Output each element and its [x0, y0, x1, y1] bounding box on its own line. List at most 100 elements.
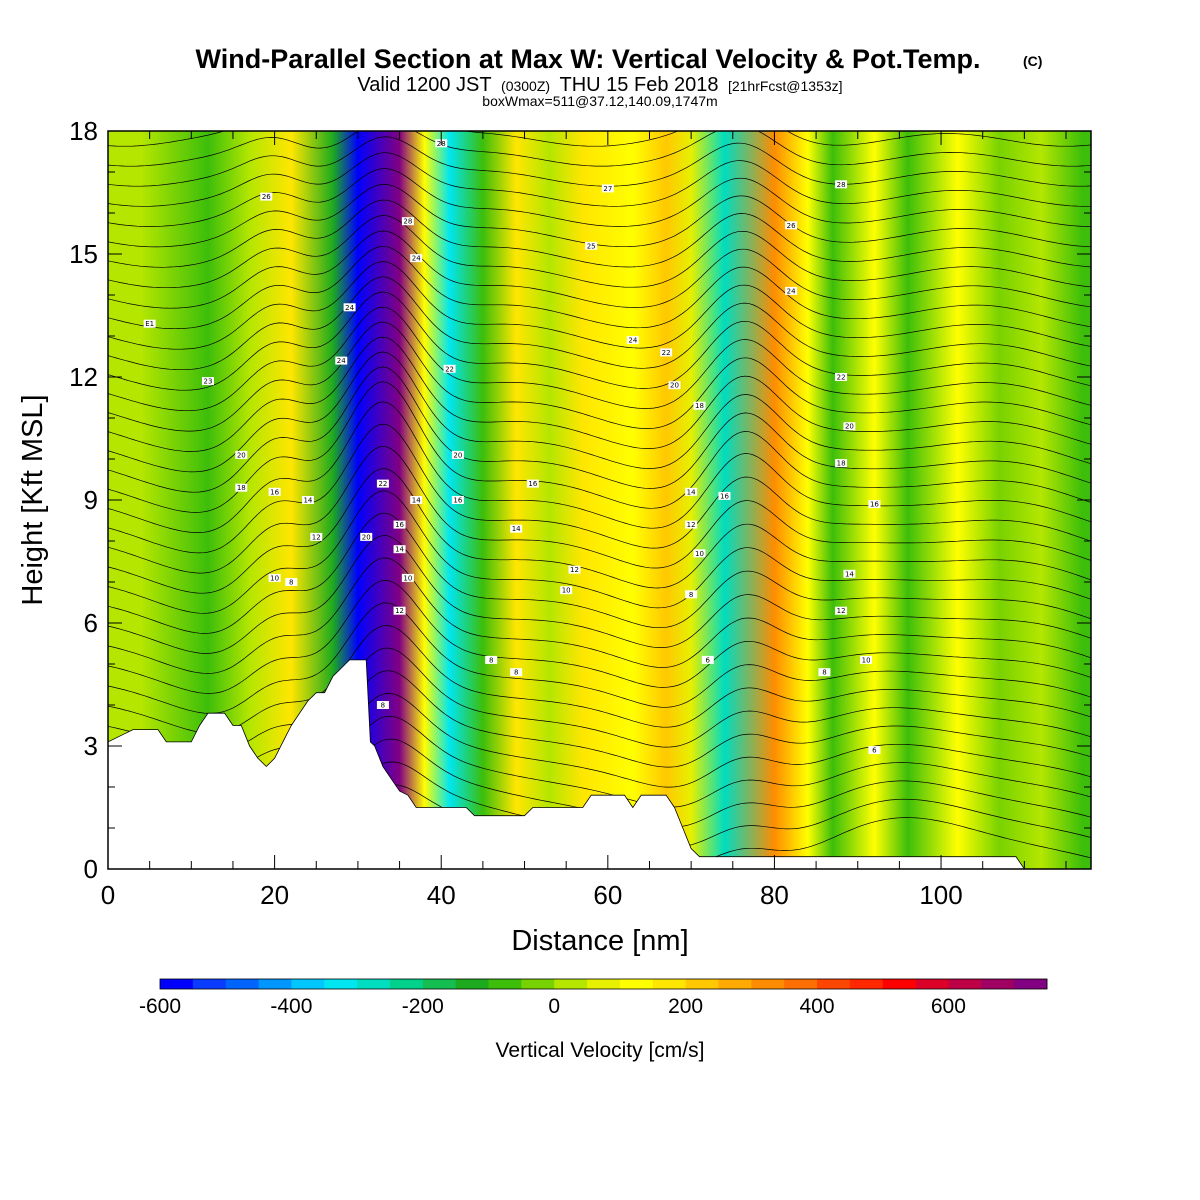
contour-label: 20: [451, 450, 464, 459]
colorbar-tick-label: 600: [931, 995, 966, 1018]
contour-label-text: 14: [412, 497, 421, 505]
terrain-mask: [108, 659, 1091, 869]
contour-label-bg: [393, 545, 406, 554]
x-tick-label: 60: [593, 880, 622, 910]
contour-label-text: 14: [687, 488, 696, 496]
contour-label-bg: [835, 180, 848, 189]
theta-contour-line: [108, 276, 1091, 371]
contour-label-text: 24: [337, 357, 346, 365]
contour-label-text: 8: [381, 702, 385, 710]
x-tick-label: 80: [760, 880, 789, 910]
contour-label-text: 16: [395, 521, 404, 529]
chart-subtitle-2: boxWmax=511@37.12,140.09,1747m: [482, 93, 717, 109]
contour-label: 26: [785, 221, 798, 230]
contour-label-bg: [785, 286, 798, 295]
y-tick-label: 6: [84, 608, 98, 638]
contour-label: 20: [668, 381, 681, 390]
theta-contour-line: [108, 245, 1091, 330]
contour-label-bg: [401, 217, 414, 226]
contour-label-bg: [818, 668, 831, 677]
contour-label-bg: [335, 356, 348, 365]
contour-label-bg: [835, 606, 848, 615]
contour-label: 8: [510, 668, 523, 677]
colorbar-bin: [882, 979, 916, 989]
colorbar-bin: [751, 979, 785, 989]
colorbar-bin: [225, 979, 259, 989]
contour-label: 18: [835, 459, 848, 468]
contour-label-bg: [268, 573, 281, 582]
colorbar-bin: [357, 979, 391, 989]
contour-label: 24: [785, 286, 798, 295]
contour-label: 14: [843, 569, 856, 578]
contour-label-text: 12: [312, 533, 321, 541]
contour-label: 16: [526, 479, 539, 488]
contour-label: 24: [626, 336, 639, 345]
theta-contour-line: [108, 336, 1091, 452]
contour-label-text: 14: [395, 546, 404, 554]
theta-contour-line: [108, 625, 1091, 734]
contour-label: 14: [685, 487, 698, 496]
colorbar-bin: [488, 979, 522, 989]
colorbar-bin: [784, 979, 818, 989]
contour-label-text: 16: [270, 488, 279, 496]
colorbar-bin: [389, 979, 424, 989]
contour-label-text: 8: [822, 669, 826, 677]
contour-label-bg: [685, 590, 698, 599]
theta-contour-line: [108, 131, 1091, 167]
contour-label: 20: [360, 532, 373, 541]
colorbar-bin: [948, 979, 982, 989]
contour-label: 22: [660, 348, 673, 357]
contour-label: 10: [401, 573, 414, 582]
contour-label-text: 10: [862, 656, 871, 664]
contour-label-bg: [868, 746, 881, 755]
contour-label-text: 16: [528, 480, 537, 488]
contour-label-text: 14: [512, 525, 521, 533]
contour-label: E1: [143, 319, 156, 328]
colorbar-bin: [619, 979, 654, 989]
colorbar-tick-label: -400: [270, 995, 312, 1018]
theta-contour-line: [108, 366, 1091, 493]
contour-label-bg: [701, 655, 714, 664]
contour-label: 8: [685, 590, 698, 599]
contour-label-bg: [510, 668, 523, 677]
contour-label: 10: [860, 655, 873, 664]
contour-label: 10: [693, 549, 706, 558]
contour-label-text: 16: [870, 501, 879, 509]
theta-contour-line: [108, 401, 1091, 533]
chart-title-mark: (C): [1023, 53, 1042, 69]
contour-label: 8: [485, 655, 498, 664]
contour-label-bg: [693, 401, 706, 410]
contour-label-text: 24: [628, 337, 637, 345]
contour-label-bg: [451, 450, 464, 459]
colorbar-bin: [521, 979, 555, 989]
contour-label-bg: [393, 606, 406, 615]
contour-label-bg: [451, 496, 464, 504]
contour-label-text: 10: [270, 574, 279, 582]
contour-label-bg: [868, 500, 881, 509]
contour-label-text: 16: [453, 497, 462, 505]
contour-label-text: 12: [687, 521, 696, 529]
contour-label-bg: [526, 479, 539, 488]
contour-label: 25: [585, 241, 598, 250]
theta-contour-line: [108, 230, 1091, 309]
contour-label: 24: [410, 254, 423, 263]
contour-label-text: 12: [837, 607, 846, 615]
contour-label: 16: [718, 491, 731, 500]
contour-label: 8: [376, 701, 389, 710]
contour-label: 22: [443, 364, 456, 373]
y-tick-label: 18: [69, 116, 98, 146]
contour-label-text: 20: [362, 533, 371, 541]
theta-contour-line: [108, 261, 1091, 350]
contour-label: 8: [818, 668, 831, 677]
x-axis-label: Distance [nm]: [511, 925, 688, 957]
contour-label-bg: [568, 565, 581, 574]
theta-contour-line: [108, 647, 1091, 754]
subtitle-forecast: [21hrFcst@1353z]: [728, 78, 843, 94]
theta-contour-line: [108, 381, 1091, 513]
contour-label: 16: [451, 496, 464, 505]
y-axis-label: Height [Kft MSL]: [17, 394, 49, 605]
contour-label: 26: [260, 192, 273, 201]
contour-label-text: 18: [695, 402, 704, 410]
colorbar-bin: [160, 979, 194, 989]
